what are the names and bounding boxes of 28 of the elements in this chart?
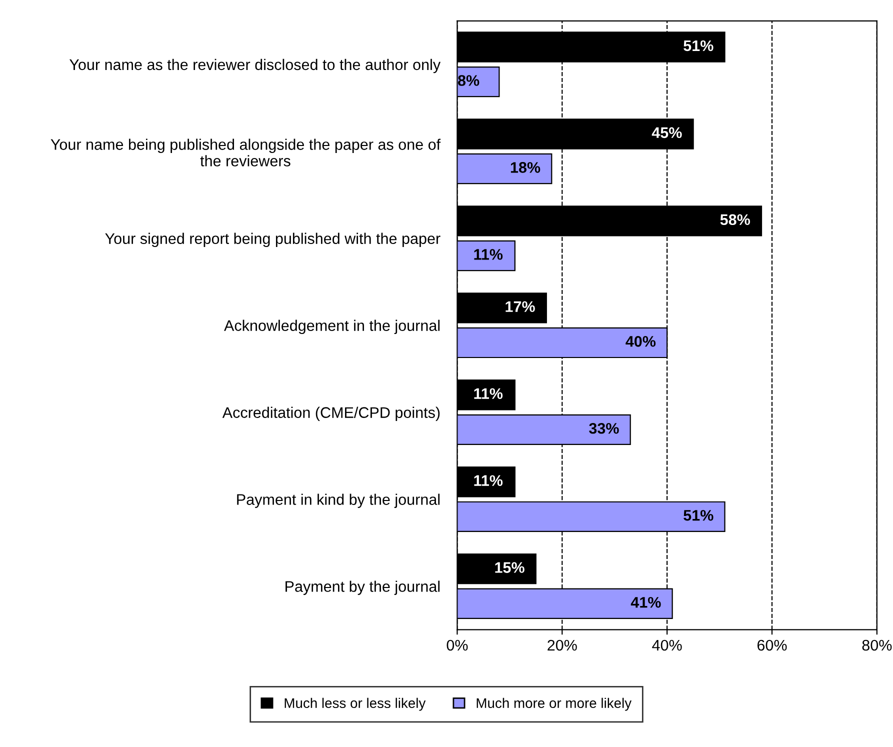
data-label: 40% [626, 336, 656, 347]
x-tick-label: 20% [548, 640, 577, 651]
data-label: 17% [506, 301, 535, 312]
y-tick-label: Payment by the journal [286, 580, 440, 595]
x-tick-label: 0% [446, 640, 468, 651]
y-tick-label: Payment in kind by the journal [237, 494, 440, 508]
x-tick-label: 40% [652, 640, 682, 651]
data-label: 51% [684, 40, 714, 52]
data-label: 45% [652, 127, 682, 138]
data-label: 51% [684, 510, 714, 521]
data-label: 15% [495, 562, 524, 573]
data-label: 11% [474, 475, 503, 486]
y-tick-label: Your signed report being published with the paper [105, 232, 440, 248]
y-tick-label: Your name as the reviewer disclosed to the author only [69, 58, 441, 74]
x-tick-label: 80% [862, 640, 892, 651]
data-label: 11% [474, 388, 503, 399]
data-label: 41% [630, 596, 661, 608]
data-label: 58% [720, 214, 750, 226]
y-tick-label: Acknowledgement in the journal [224, 320, 440, 334]
y-tick-label: Accreditation (CME/CPD points) [222, 406, 440, 421]
legend-label: Much more or more likely [476, 698, 632, 711]
y-tick-label: Your name being published alongside the paper as one of the reviewers [50, 138, 441, 166]
data-label: 33% [589, 422, 619, 434]
x-tick-label: 60% [757, 640, 787, 651]
data-label: 8% [458, 75, 480, 86]
data-label: 18% [510, 162, 540, 173]
legend-label: Much less or less likely [284, 698, 426, 711]
data-label: 11% [474, 249, 503, 260]
